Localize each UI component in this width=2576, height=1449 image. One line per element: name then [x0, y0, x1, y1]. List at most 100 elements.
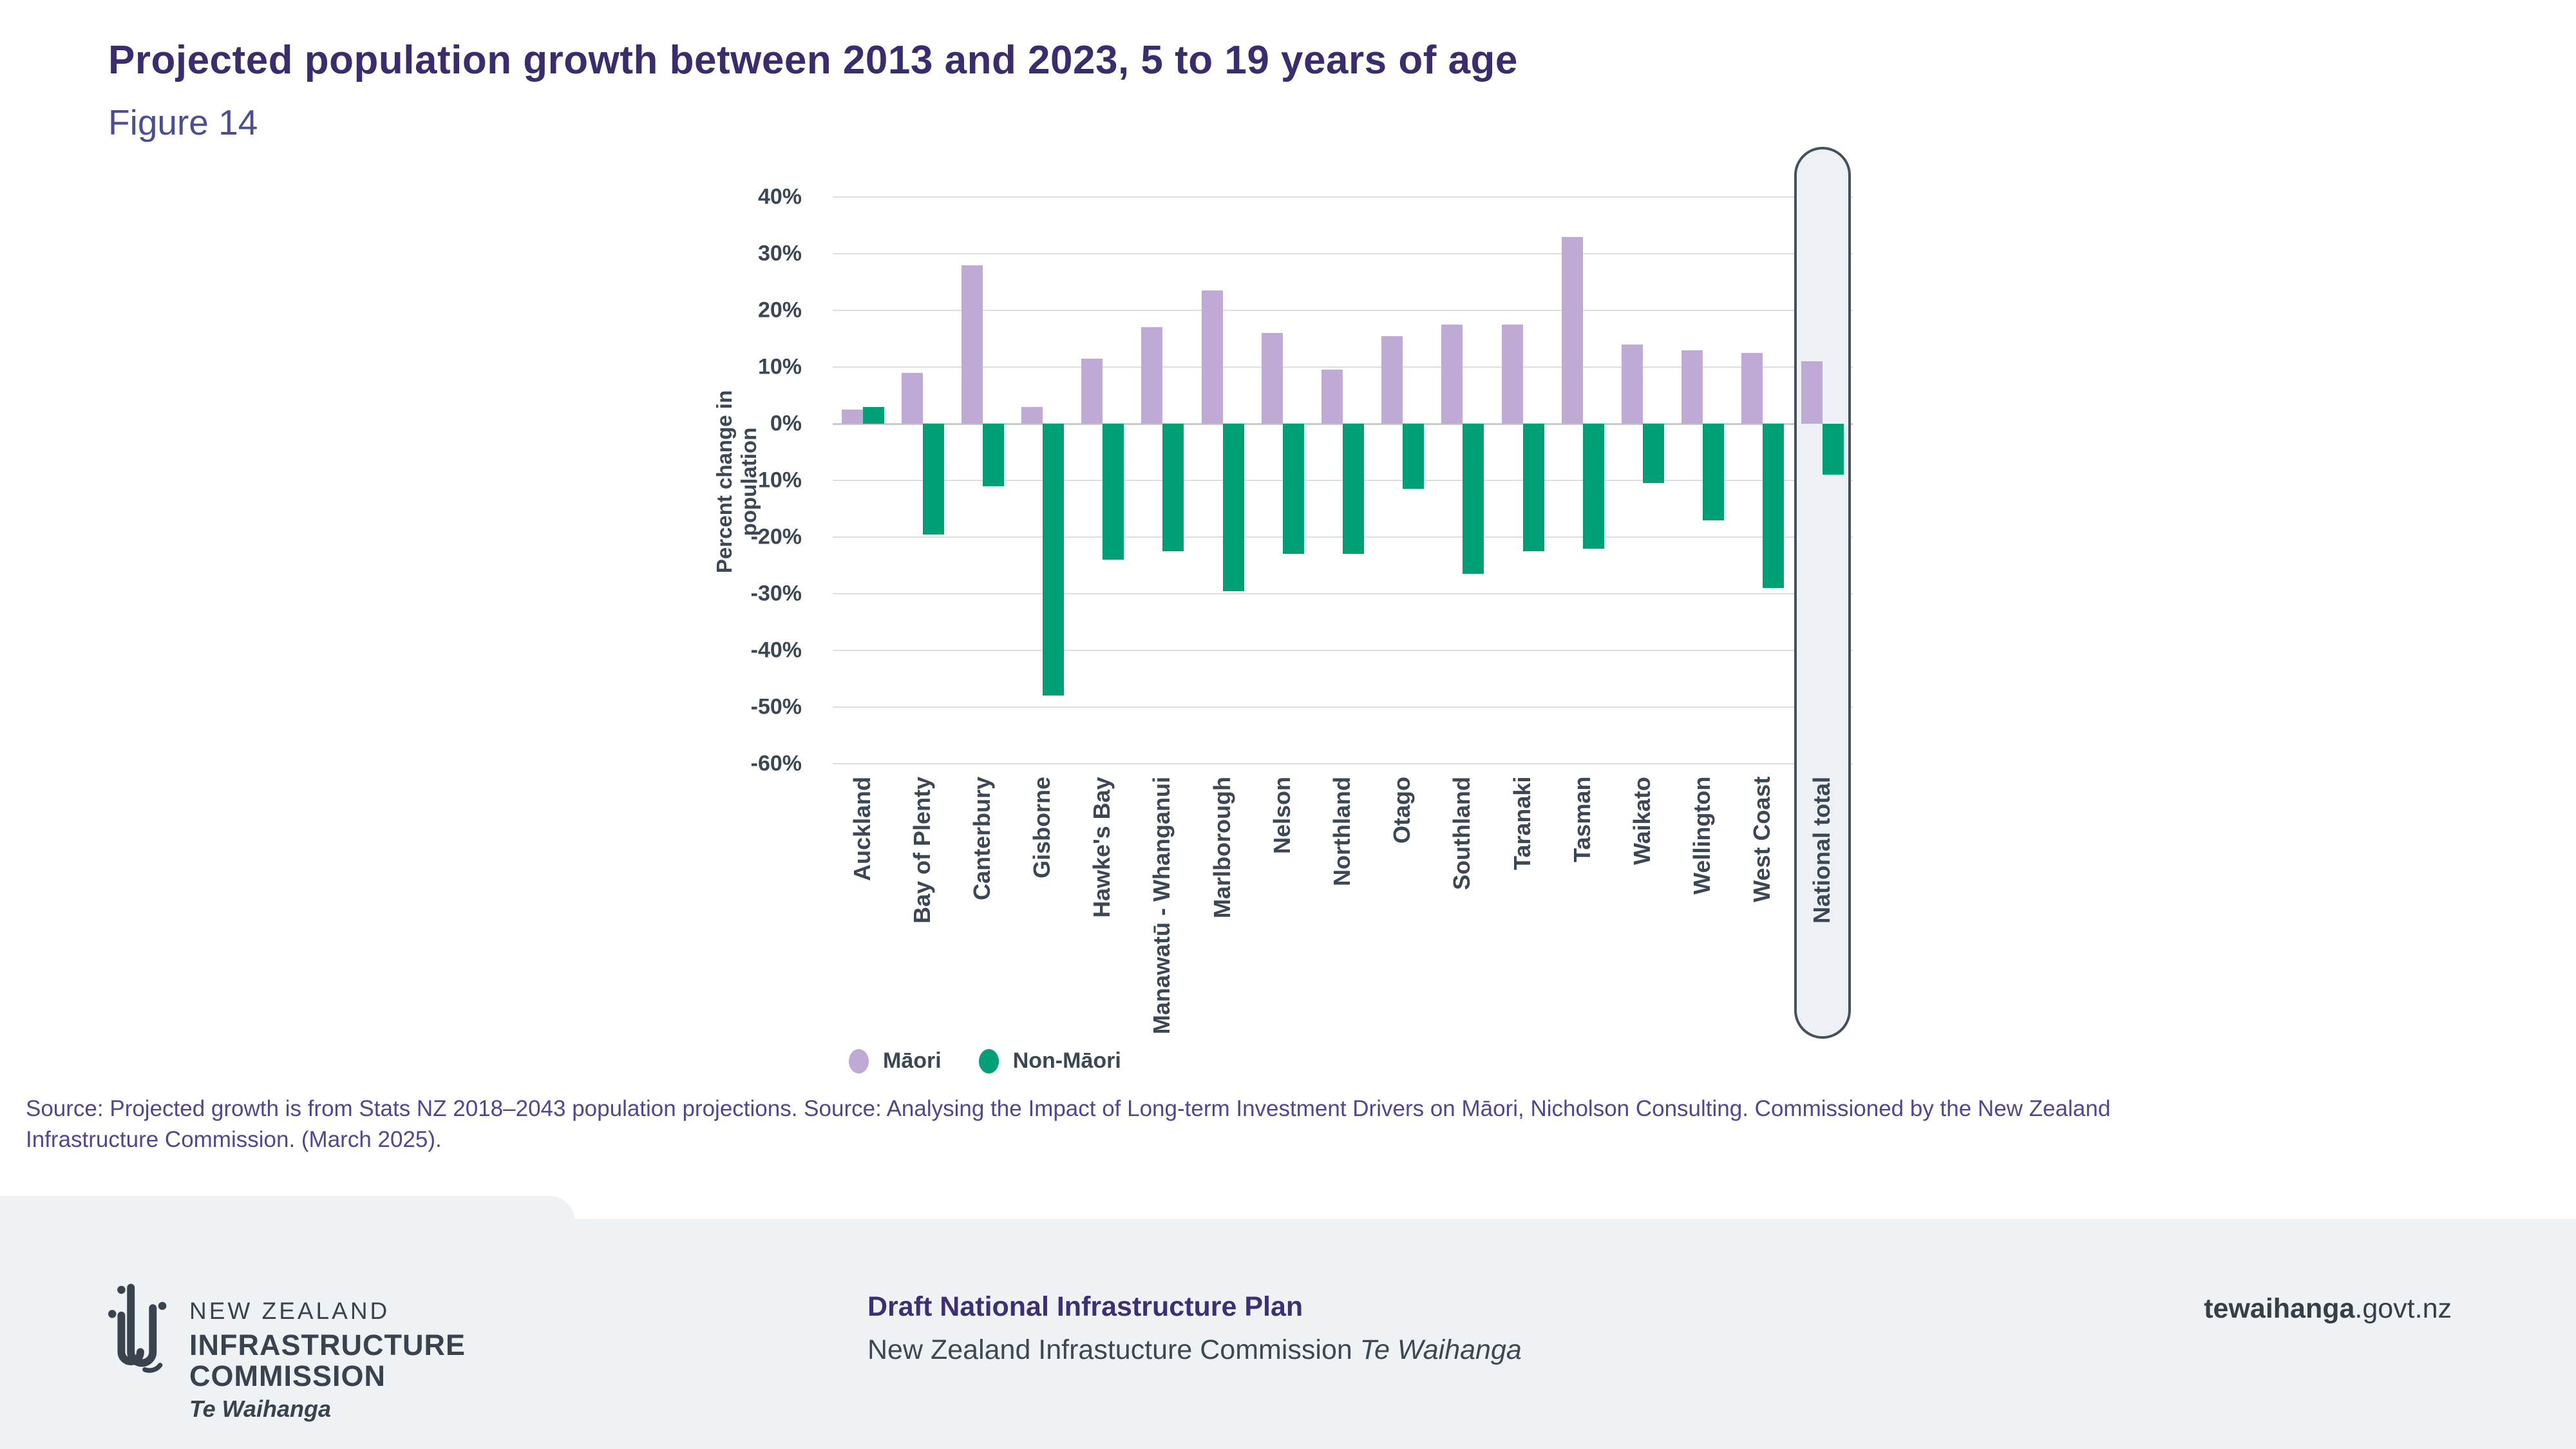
y-tick-40: 40% [757, 184, 802, 209]
y-tick-10: 10% [757, 354, 802, 379]
logo-line-infrastructure: INFRASTRUCTURE [189, 1329, 466, 1361]
bar-non-mori-gisborne [1043, 424, 1065, 696]
bar-mori-tasman [1561, 236, 1583, 424]
gridline-20 [833, 310, 1853, 311]
bar-mori-marlborough [1201, 290, 1223, 424]
national-total-highlight-pill [1794, 147, 1852, 1039]
bar-non-mori-canterbury [982, 424, 1004, 486]
legend-dot-icon [978, 1048, 999, 1074]
bar-mori-taranaki [1501, 325, 1523, 424]
bar-non-mori-northland [1343, 424, 1364, 554]
bar-non-mori-hawke-s-bay [1103, 424, 1124, 560]
bar-non-mori-bay-of-plenty [922, 424, 944, 535]
bar-mori-southland [1441, 325, 1463, 424]
x-label-canterbury: Canterbury [968, 777, 995, 901]
bar-non-mori-taranaki [1522, 424, 1544, 551]
plot-area [833, 147, 1853, 1039]
y-tick-0: 0% [770, 411, 802, 436]
x-label-tasman: Tasman [1568, 777, 1595, 863]
gridline--50 [833, 706, 1853, 708]
bar-non-mori-manawat-whanganui [1162, 424, 1184, 551]
x-label-marlborough: Marlborough [1208, 777, 1235, 918]
bar-mori-national-total [1801, 361, 1823, 424]
footer-tab-shape [0, 1196, 575, 1222]
y-tick--30: -30% [750, 581, 802, 606]
gridline--40 [833, 650, 1853, 651]
gridline--30 [833, 593, 1853, 594]
source-note: Source: Projected growth is from Stats N… [26, 1094, 2434, 1155]
legend-label: Māori [883, 1048, 942, 1073]
logo-wordmark: NEW ZEALAND INFRASTRUCTURE COMMISSION Te… [189, 1251, 466, 1423]
x-label-auckland: Auckland [848, 777, 875, 882]
y-tick-20: 20% [757, 298, 802, 323]
bar-non-mori-wellington [1703, 424, 1725, 520]
bar-non-mori-national-total [1823, 424, 1844, 475]
gridline-10 [833, 366, 1853, 368]
website-bold-part: tewaihanga [2204, 1293, 2355, 1324]
bar-mori-bay-of-plenty [901, 372, 923, 424]
x-label-taranaki: Taranaki [1508, 777, 1535, 871]
bar-non-mori-southland [1463, 424, 1484, 574]
x-label-west-coast: West Coast [1748, 777, 1776, 903]
y-tick-30: 30% [757, 241, 802, 266]
x-label-manawat-whanganui: Manawatū - Whanganui [1148, 777, 1175, 1034]
x-label-bay-of-plenty: Bay of Plenty [908, 777, 935, 924]
legend-item-non-mori: Non-Māori [978, 1048, 1121, 1074]
footer-website-link[interactable]: tewaihanga.govt.nz [2204, 1293, 2452, 1325]
legend-dot-icon [849, 1048, 869, 1074]
bar-mori-waikato [1621, 344, 1643, 424]
bar-mori-northland [1321, 370, 1343, 424]
y-tick--10: -10% [750, 468, 802, 493]
chart-title: Projected population growth between 2013… [108, 38, 1518, 82]
bar-non-mori-marlborough [1222, 424, 1244, 591]
source-line-2: Infrastructure Commission. (March 2025). [26, 1127, 442, 1152]
footer-plan-title: Draft National Infrastructure Plan [867, 1291, 1303, 1322]
y-tick--20: -20% [750, 524, 802, 549]
x-label-hawke-s-bay: Hawke's Bay [1088, 777, 1115, 918]
x-label-gisborne: Gisborne [1028, 777, 1056, 879]
figure-number-label: Figure 14 [108, 102, 258, 142]
nz-infrastructure-commission-logo: NEW ZEALAND INFRASTRUCTURE COMMISSION Te… [108, 1251, 466, 1423]
x-label-northland: Northland [1329, 777, 1355, 886]
footer-plan-subtitle: New Zealand Infrastucture Commission Te … [867, 1334, 1522, 1366]
y-tick--50: -50% [750, 694, 802, 719]
footer-subtitle-italic: Te Waihanga [1359, 1334, 1522, 1365]
bar-non-mori-auckland [862, 406, 884, 424]
gridline-40 [833, 196, 1853, 198]
logo-line-commission: COMMISSION [189, 1359, 386, 1392]
bar-mori-otago [1381, 336, 1403, 424]
bar-mori-west-coast [1741, 353, 1763, 424]
x-axis-labels: Auckland Bay of Plenty Canterbury Gisborne H… [833, 777, 1853, 1060]
bar-mori-auckland [841, 410, 863, 424]
bar-non-mori-tasman [1582, 424, 1604, 549]
bar-mori-gisborne [1021, 406, 1043, 424]
chart-legend: Māori Non-Māori [849, 1048, 1121, 1074]
legend-item-mori: Māori [849, 1048, 942, 1074]
y-tick--60: -60% [750, 751, 802, 776]
x-label-wellington: Wellington [1689, 777, 1716, 895]
logo-line-te-waihanga: Te Waihanga [189, 1396, 332, 1422]
bar-non-mori-waikato [1642, 424, 1664, 484]
legend-label: Non-Māori [1012, 1048, 1121, 1073]
bar-mori-wellington [1681, 350, 1703, 424]
koru-logo-icon [108, 1283, 167, 1373]
footer-subtitle-regular: New Zealand Infrastucture Commission [867, 1334, 1360, 1365]
website-regular-part: .govt.nz [2354, 1293, 2452, 1324]
source-line-1: Source: Projected growth is from Stats N… [26, 1096, 2111, 1121]
x-label-national-total: National total [1808, 777, 1835, 924]
logo-line-new-zealand: NEW ZEALAND [189, 1298, 390, 1324]
x-label-otago: Otago [1388, 777, 1416, 844]
x-label-southland: Southland [1448, 777, 1475, 890]
bar-non-mori-nelson [1282, 424, 1304, 554]
footer [0, 1219, 2576, 1449]
x-label-waikato: Waikato [1628, 777, 1655, 865]
y-axis-tick-labels: 40% 30% 20% 10% 0% -10% -20% -30% -40% -50% -60% [670, 185, 802, 776]
gridline--60 [833, 763, 1853, 764]
bar-non-mori-west-coast [1763, 424, 1785, 589]
bar-mori-canterbury [961, 265, 983, 424]
bar-mori-nelson [1261, 333, 1283, 424]
y-tick--40: -40% [750, 638, 802, 663]
bar-mori-hawke-s-bay [1081, 358, 1103, 424]
bar-non-mori-otago [1403, 424, 1425, 489]
